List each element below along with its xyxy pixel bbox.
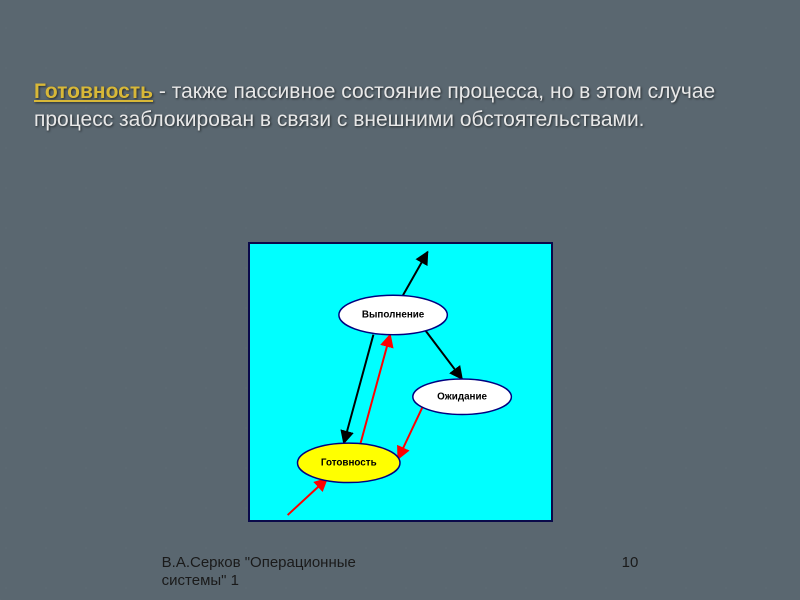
node-label-ready: Готовность <box>321 457 377 468</box>
slide: Готовность - также пассивное состояние п… <box>0 0 800 600</box>
footer: В.А.Серков "Операционные системы" 1 10 <box>0 554 800 590</box>
process-state-diagram: Выполнение Ожидание Готовность <box>248 242 553 522</box>
edge <box>398 407 423 459</box>
edge <box>288 479 327 515</box>
footer-page-number: 10 <box>622 554 639 590</box>
node-wait: Ожидание <box>413 379 512 414</box>
title-highlight: Готовность <box>34 80 153 103</box>
edge <box>403 252 428 295</box>
edge <box>344 335 374 443</box>
node-label-exec: Выполнение <box>362 310 425 321</box>
node-ready: Готовность <box>297 443 400 482</box>
title-text: Готовность - также пассивное состояние п… <box>34 78 766 135</box>
diagram-svg: Выполнение Ожидание Готовность <box>250 244 551 520</box>
nodes: Выполнение Ожидание Готовность <box>297 295 511 482</box>
footer-author: В.А.Серков "Операционные системы" 1 <box>162 554 422 590</box>
edge <box>426 331 462 379</box>
node-label-wait: Ожидание <box>437 391 487 402</box>
node-exec: Выполнение <box>339 295 447 334</box>
edge <box>361 335 391 443</box>
